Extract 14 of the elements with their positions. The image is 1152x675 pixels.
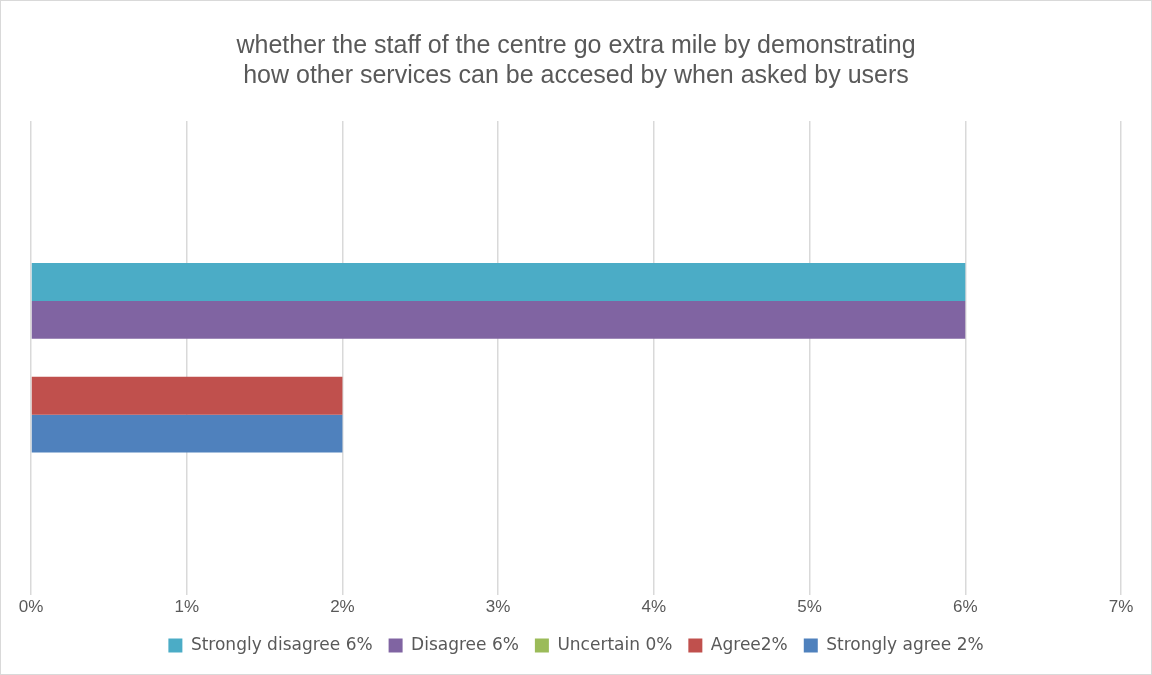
x-tick-label: 4% bbox=[641, 597, 667, 617]
legend-label: Disagree 6% bbox=[411, 633, 519, 654]
x-tick-label: 0% bbox=[18, 597, 44, 617]
x-tick-label: 3% bbox=[485, 597, 511, 617]
legend-label: Strongly disagree 6% bbox=[190, 633, 373, 654]
x-tick-label: 7% bbox=[1108, 597, 1134, 617]
x-tick-label: 6% bbox=[953, 597, 978, 617]
x-tick-label: 2% bbox=[330, 597, 355, 617]
x-tick-label: 1% bbox=[174, 597, 199, 617]
x-tick-label: 5% bbox=[797, 597, 822, 617]
chart-title: whether the staff of the centre go extra mile by demonstrating how other services can be accesed by when asked by users bbox=[235, 29, 916, 88]
legend-label: Uncertain 0% bbox=[557, 633, 673, 654]
legend-label: Strongly agree 2% bbox=[826, 633, 984, 654]
legend-label: Agree2% bbox=[710, 633, 788, 654]
